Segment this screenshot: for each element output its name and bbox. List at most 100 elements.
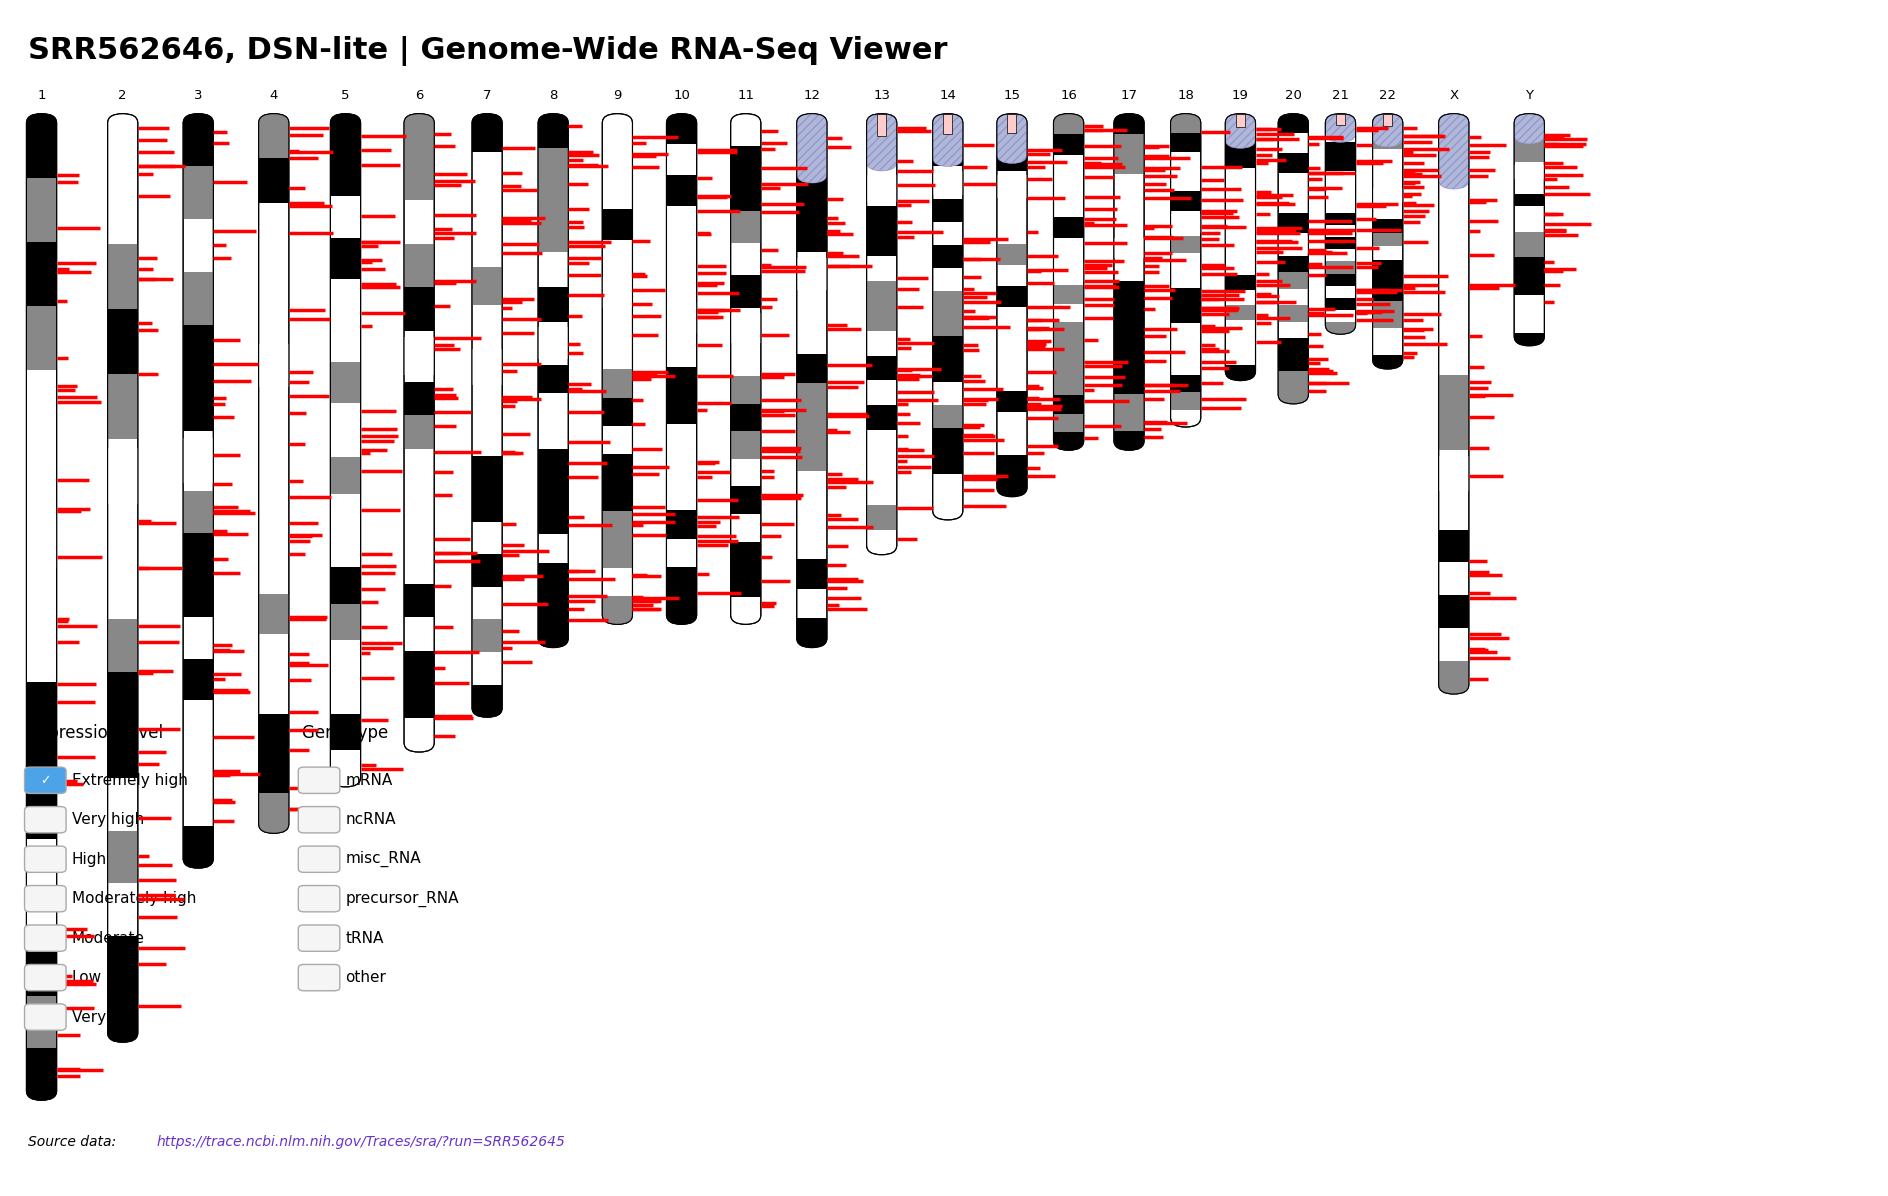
Bar bbox=[472, 684, 502, 718]
FancyBboxPatch shape bbox=[298, 806, 340, 832]
FancyBboxPatch shape bbox=[298, 964, 340, 990]
Bar bbox=[404, 651, 434, 685]
Bar bbox=[602, 208, 632, 240]
Bar bbox=[731, 432, 761, 459]
FancyBboxPatch shape bbox=[867, 114, 897, 171]
Bar bbox=[404, 114, 434, 157]
Bar bbox=[797, 443, 827, 471]
Bar bbox=[108, 936, 138, 989]
FancyBboxPatch shape bbox=[666, 114, 697, 624]
Bar bbox=[1325, 213, 1356, 225]
Text: 12: 12 bbox=[802, 89, 821, 102]
Bar bbox=[797, 560, 827, 588]
Bar bbox=[259, 114, 289, 158]
Text: 19: 19 bbox=[1233, 89, 1248, 102]
Bar bbox=[602, 370, 632, 398]
Bar bbox=[1225, 226, 1256, 242]
Bar bbox=[1278, 305, 1308, 322]
FancyBboxPatch shape bbox=[1373, 114, 1403, 147]
Bar bbox=[1054, 395, 1084, 414]
Bar bbox=[997, 391, 1027, 413]
Bar bbox=[26, 1048, 57, 1100]
Bar bbox=[259, 158, 289, 203]
Bar bbox=[1054, 322, 1084, 341]
FancyBboxPatch shape bbox=[797, 114, 827, 183]
Bar bbox=[1514, 257, 1544, 270]
Bar bbox=[731, 313, 761, 343]
Bar bbox=[1225, 114, 1256, 132]
Bar bbox=[259, 714, 289, 753]
Bar bbox=[330, 410, 361, 450]
Bar bbox=[1514, 130, 1544, 146]
Text: 13: 13 bbox=[872, 89, 891, 102]
Bar bbox=[404, 287, 434, 330]
Text: Gene type: Gene type bbox=[302, 724, 389, 742]
Bar bbox=[1373, 219, 1403, 233]
Bar bbox=[1373, 132, 1403, 150]
Bar bbox=[472, 554, 502, 587]
Bar bbox=[1439, 661, 1469, 694]
Bar bbox=[1278, 213, 1308, 232]
FancyBboxPatch shape bbox=[1054, 114, 1084, 450]
Bar bbox=[731, 275, 761, 307]
Bar bbox=[108, 618, 138, 672]
Bar bbox=[1008, 114, 1016, 133]
FancyBboxPatch shape bbox=[1373, 114, 1403, 147]
Bar bbox=[183, 271, 213, 325]
Bar bbox=[933, 199, 963, 222]
FancyBboxPatch shape bbox=[1325, 114, 1356, 334]
Bar bbox=[1054, 114, 1084, 134]
Bar bbox=[404, 244, 434, 287]
Bar bbox=[666, 114, 697, 145]
Bar bbox=[731, 404, 761, 432]
Bar bbox=[26, 178, 57, 242]
Bar bbox=[404, 584, 434, 617]
Bar bbox=[797, 258, 827, 289]
Bar bbox=[867, 114, 897, 133]
Bar bbox=[26, 114, 57, 178]
Bar bbox=[602, 454, 632, 483]
Text: 5: 5 bbox=[342, 89, 349, 102]
Text: Extremely high: Extremely high bbox=[72, 773, 187, 788]
Bar bbox=[330, 567, 361, 604]
Bar bbox=[1325, 322, 1356, 334]
Bar bbox=[1514, 282, 1544, 295]
Text: other: other bbox=[346, 970, 387, 986]
Bar bbox=[602, 539, 632, 568]
Bar bbox=[731, 542, 761, 569]
Bar bbox=[1278, 114, 1308, 134]
FancyBboxPatch shape bbox=[259, 114, 289, 834]
Bar bbox=[1114, 318, 1144, 337]
Bar bbox=[1373, 233, 1403, 246]
Bar bbox=[183, 114, 213, 166]
Text: 16: 16 bbox=[1061, 89, 1076, 102]
Bar bbox=[183, 166, 213, 219]
Text: Low: Low bbox=[72, 970, 102, 986]
FancyBboxPatch shape bbox=[602, 114, 632, 624]
Bar bbox=[933, 148, 963, 166]
Bar bbox=[602, 511, 632, 539]
Text: 9: 9 bbox=[614, 89, 621, 102]
Bar bbox=[1373, 260, 1403, 274]
Bar bbox=[1325, 237, 1356, 249]
FancyBboxPatch shape bbox=[1225, 114, 1256, 148]
Bar bbox=[1278, 354, 1308, 371]
Bar bbox=[330, 457, 361, 494]
Bar bbox=[538, 287, 568, 322]
Bar bbox=[1114, 337, 1144, 356]
Bar bbox=[108, 672, 138, 725]
Bar bbox=[602, 483, 632, 511]
Text: 20: 20 bbox=[1286, 89, 1301, 102]
Bar bbox=[867, 206, 897, 231]
Text: 2: 2 bbox=[119, 89, 126, 102]
FancyBboxPatch shape bbox=[1439, 114, 1469, 189]
FancyBboxPatch shape bbox=[1171, 114, 1201, 427]
FancyBboxPatch shape bbox=[797, 114, 827, 183]
Bar bbox=[1514, 232, 1544, 244]
Bar bbox=[183, 325, 213, 378]
Bar bbox=[1054, 216, 1084, 238]
FancyBboxPatch shape bbox=[538, 114, 568, 647]
Bar bbox=[666, 175, 697, 206]
Bar bbox=[1373, 188, 1403, 203]
Bar bbox=[1384, 114, 1391, 127]
